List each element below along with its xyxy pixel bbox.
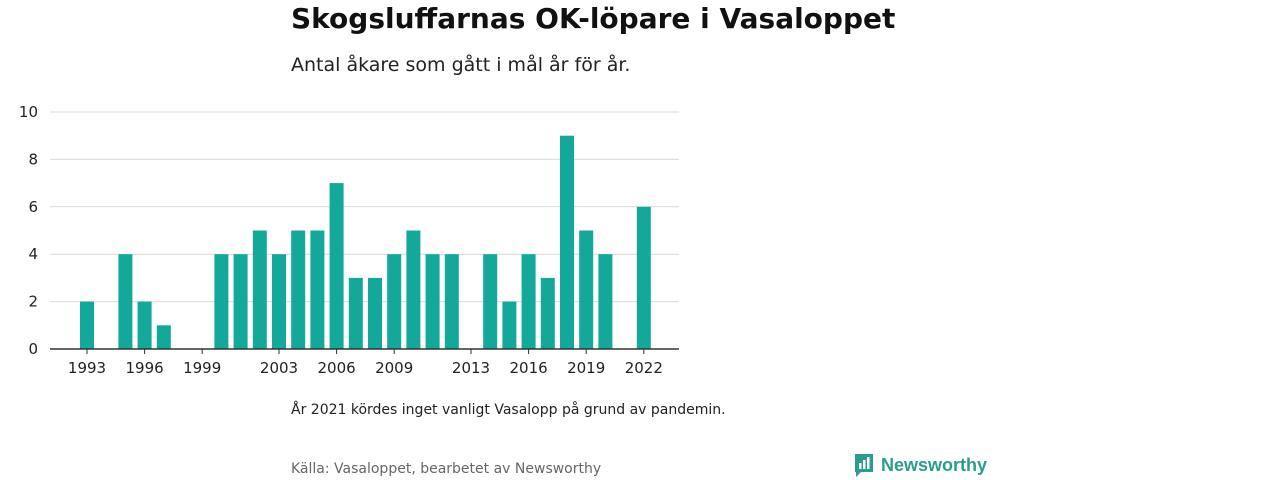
x-tick-label: 2006 xyxy=(318,359,356,377)
y-tick-label: 8 xyxy=(28,150,38,168)
x-tick-label: 2019 xyxy=(567,359,605,377)
y-tick-label: 10 xyxy=(19,103,38,121)
bar-2020 xyxy=(598,254,613,349)
bar-1993 xyxy=(80,301,94,349)
bar-2003 xyxy=(272,254,286,349)
bar-2011 xyxy=(425,254,440,349)
bar-2002 xyxy=(252,230,267,349)
bar-1997 xyxy=(156,325,171,349)
bar-1996 xyxy=(137,301,152,349)
source-text: Källa: Vasaloppet, bearbetet av Newswort… xyxy=(291,461,602,477)
chart-card: Skogsluffarnas OK-löpare i Vasaloppet An… xyxy=(291,0,991,480)
y-tick-label: 2 xyxy=(28,293,38,311)
chart-subtitle: Antal åkare som gått i mål år för år. xyxy=(291,54,631,76)
bar-2014 xyxy=(483,254,498,349)
bar-2018 xyxy=(560,135,574,349)
bar-2007 xyxy=(348,277,363,349)
brand-logo: Newsworthy xyxy=(853,452,987,478)
bar-2009 xyxy=(387,254,402,349)
x-tick-label: 2009 xyxy=(375,359,413,377)
x-tick-label: 1996 xyxy=(126,359,164,377)
y-tick-label: 6 xyxy=(28,198,38,216)
bar-2006 xyxy=(329,183,344,349)
bar-2000 xyxy=(214,254,229,349)
bar-2010 xyxy=(406,230,421,349)
bar-chart: 0 2 4 6 8 10 1993 1996 1999 2003 2006 2009 2013 2016 2… xyxy=(19,103,679,377)
x-tick-label: 1999 xyxy=(183,359,221,377)
bar-2016 xyxy=(521,254,536,349)
x-tick-label: 2003 xyxy=(260,359,298,377)
bar-2005 xyxy=(310,230,325,349)
x-tick-label: 1993 xyxy=(68,359,106,377)
bar-2019 xyxy=(579,230,594,349)
bar-1995 xyxy=(118,254,133,349)
bar-2001 xyxy=(233,254,248,349)
chart-title: Skogsluffarnas OK-löpare i Vasaloppet xyxy=(291,2,896,35)
x-tick-label: 2013 xyxy=(452,359,490,377)
y-tick-label: 4 xyxy=(28,245,38,263)
newsworthy-logo-icon xyxy=(855,454,873,477)
x-tick-label: 2022 xyxy=(625,359,663,377)
x-tick-label: 2016 xyxy=(510,359,548,377)
brand-name: Newsworthy xyxy=(881,454,988,475)
bar-2015 xyxy=(502,301,517,349)
bar-2004 xyxy=(291,230,306,349)
bar-2008 xyxy=(368,277,382,349)
chart-note: År 2021 kördes inget vanligt Vasalopp på… xyxy=(291,402,726,418)
y-tick-label: 0 xyxy=(28,340,38,358)
bar-2017 xyxy=(540,277,555,349)
bar-2012 xyxy=(444,254,459,349)
bar-2022 xyxy=(636,206,651,349)
